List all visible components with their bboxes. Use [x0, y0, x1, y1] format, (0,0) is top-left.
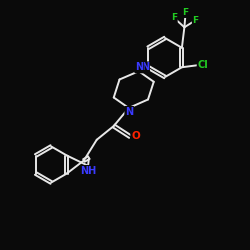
- Text: NH: NH: [80, 166, 97, 176]
- Text: N: N: [135, 62, 143, 72]
- Text: F: F: [182, 8, 189, 17]
- Text: N: N: [125, 107, 133, 117]
- Text: F: F: [192, 16, 199, 25]
- Text: Cl: Cl: [198, 60, 208, 70]
- Text: N: N: [141, 62, 149, 72]
- Text: O: O: [131, 131, 140, 141]
- Text: F: F: [171, 13, 177, 22]
